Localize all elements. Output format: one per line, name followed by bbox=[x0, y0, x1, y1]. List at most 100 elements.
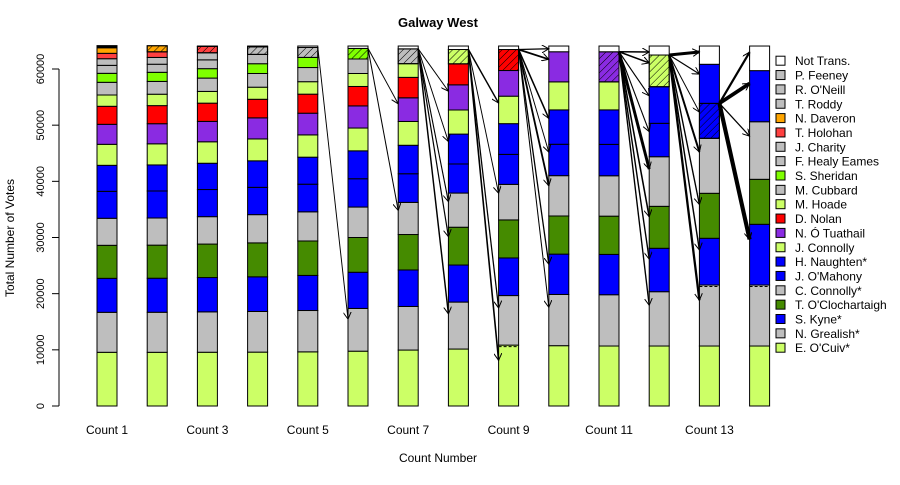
bar-segment-d-nolan bbox=[197, 103, 217, 121]
legend-item: T. Holohan bbox=[776, 126, 852, 140]
transfer-arrow bbox=[368, 48, 398, 210]
legend-item: S. Sheridan bbox=[776, 169, 858, 183]
bar-segment-j-connolly bbox=[248, 139, 268, 161]
bar-segment-t-o-clochartaigh bbox=[499, 220, 519, 258]
bars bbox=[97, 46, 770, 406]
bar-segment-t-o-clochartaigh bbox=[97, 245, 117, 278]
bar-segment-n-grealish bbox=[499, 296, 519, 346]
bar-segment-s-sheridan bbox=[197, 69, 217, 78]
legend-swatch bbox=[776, 257, 785, 266]
transfer-arrow bbox=[519, 50, 549, 153]
legend-item: P. Feeney bbox=[776, 69, 848, 83]
eliminated-hatch bbox=[298, 47, 318, 57]
bar-count-5 bbox=[298, 46, 318, 406]
legend-swatch bbox=[776, 71, 785, 80]
legend-label: T. Holohan bbox=[795, 126, 852, 140]
bar-segment-not-trans bbox=[699, 46, 719, 64]
bar-segment-t-holohan bbox=[147, 52, 167, 58]
y-tick-label: 10000 bbox=[35, 335, 47, 366]
eliminated-hatch bbox=[348, 48, 368, 59]
legend-swatch bbox=[776, 128, 785, 137]
bar-segment-m-cubbard bbox=[348, 59, 368, 73]
y-axis-label: Total Number of Votes bbox=[3, 179, 17, 297]
y-tick-label: 60000 bbox=[35, 54, 47, 85]
legend-item: H. Naughten* bbox=[776, 255, 867, 269]
transfer-arrow bbox=[519, 50, 549, 60]
bar-count-10 bbox=[549, 46, 569, 406]
transfer-arrow bbox=[619, 52, 649, 63]
bar-segment-n-tuathail bbox=[348, 106, 368, 128]
bar-segment-n-tuathail bbox=[97, 124, 117, 144]
bar-segment-m-hoade bbox=[298, 82, 318, 94]
eliminated-hatch bbox=[248, 47, 268, 55]
transfer-arrow bbox=[519, 50, 549, 308]
transfer-arrow bbox=[368, 48, 398, 103]
legend-label: S. Kyne* bbox=[795, 313, 842, 327]
bar-segment-j-connolly bbox=[448, 110, 468, 134]
bar-segment-h-naughten bbox=[549, 110, 569, 144]
legend-item: S. Kyne* bbox=[776, 313, 842, 327]
transfer-arrow bbox=[669, 55, 699, 300]
legend-item: C. Connolly* bbox=[776, 284, 862, 298]
bar-segment-h-naughten bbox=[448, 134, 468, 164]
legend-swatch bbox=[776, 114, 785, 123]
bar-segment-f-healy-eames bbox=[197, 60, 217, 69]
bar-segment-c-connolly bbox=[649, 157, 669, 207]
bar-segment-f-healy-eames bbox=[248, 54, 268, 63]
legend-item: E. O'Cuiv* bbox=[776, 341, 850, 355]
bar-segment-j-o-mahony bbox=[197, 190, 217, 217]
bar-segment-j-o-mahony bbox=[398, 174, 418, 203]
bar-segment-j-connolly bbox=[549, 82, 569, 110]
bar-segment-not-trans bbox=[298, 46, 318, 47]
bar-segment-h-naughten bbox=[298, 157, 318, 184]
bar-segment-h-naughten bbox=[97, 165, 117, 191]
y-tick-label: 30000 bbox=[35, 222, 47, 253]
bar-segment-s-kyne bbox=[499, 258, 519, 296]
eliminated-hatch bbox=[448, 50, 468, 64]
y-tick-label: 40000 bbox=[35, 166, 47, 197]
bar-segment-s-kyne bbox=[549, 254, 569, 294]
bar-segment-m-cubbard bbox=[147, 81, 167, 94]
transfer-arrow bbox=[519, 50, 549, 265]
bar-segment-c-connolly bbox=[448, 193, 468, 227]
bar-segment-d-nolan bbox=[398, 77, 418, 97]
bar-segment-m-cubbard bbox=[197, 78, 217, 91]
legend-item: T. Roddy bbox=[776, 97, 842, 111]
bar-segment-n-grealish bbox=[147, 312, 167, 352]
bar-segment-s-sheridan bbox=[97, 73, 117, 82]
bar-segment-c-connolly bbox=[147, 218, 167, 245]
legend-label: N. Grealish* bbox=[795, 327, 860, 341]
bar-segment-h-naughten bbox=[398, 145, 418, 173]
legend-label: E. O'Cuiv* bbox=[795, 341, 850, 355]
legend-label: T. Roddy bbox=[795, 97, 842, 111]
bar-segment-m-hoade bbox=[398, 64, 418, 78]
bar-segment-d-nolan bbox=[448, 64, 468, 85]
bar-segment-h-naughten bbox=[147, 165, 167, 191]
legend-swatch bbox=[776, 142, 785, 151]
bar-segment-e-o-cuiv bbox=[499, 345, 519, 406]
bar-segment-j-connolly bbox=[599, 82, 619, 110]
bar-segment-s-kyne bbox=[248, 277, 268, 312]
bar-segment-s-kyne bbox=[197, 278, 217, 312]
legend-item: D. Nolan bbox=[776, 212, 842, 226]
bar-segment-n-tuathail bbox=[248, 118, 268, 139]
bar-segment-e-o-cuiv bbox=[599, 346, 619, 406]
bar-segment-j-charity bbox=[147, 57, 167, 64]
bar-segment-t-o-clochartaigh bbox=[649, 206, 669, 248]
bar-segment-j-connolly bbox=[298, 135, 318, 157]
bar-count-4 bbox=[248, 46, 268, 406]
x-axis-label: Count Number bbox=[399, 451, 477, 465]
bar-segment-not-trans bbox=[248, 46, 268, 47]
legend-item: J. O'Mahony bbox=[776, 269, 862, 283]
bar-segment-e-o-cuiv bbox=[298, 352, 318, 406]
bar-segment-n-tuathail bbox=[147, 124, 167, 144]
legend-label: N. Daveron bbox=[795, 112, 856, 126]
eliminated-hatch bbox=[197, 46, 217, 52]
x-tick-label: Count 3 bbox=[186, 423, 228, 437]
bar-segment-c-connolly bbox=[348, 207, 368, 237]
bar-segment-n-tuathail bbox=[499, 71, 519, 97]
bar-segment-n-tuathail bbox=[298, 113, 318, 135]
legend-item: N. Grealish* bbox=[776, 327, 860, 341]
